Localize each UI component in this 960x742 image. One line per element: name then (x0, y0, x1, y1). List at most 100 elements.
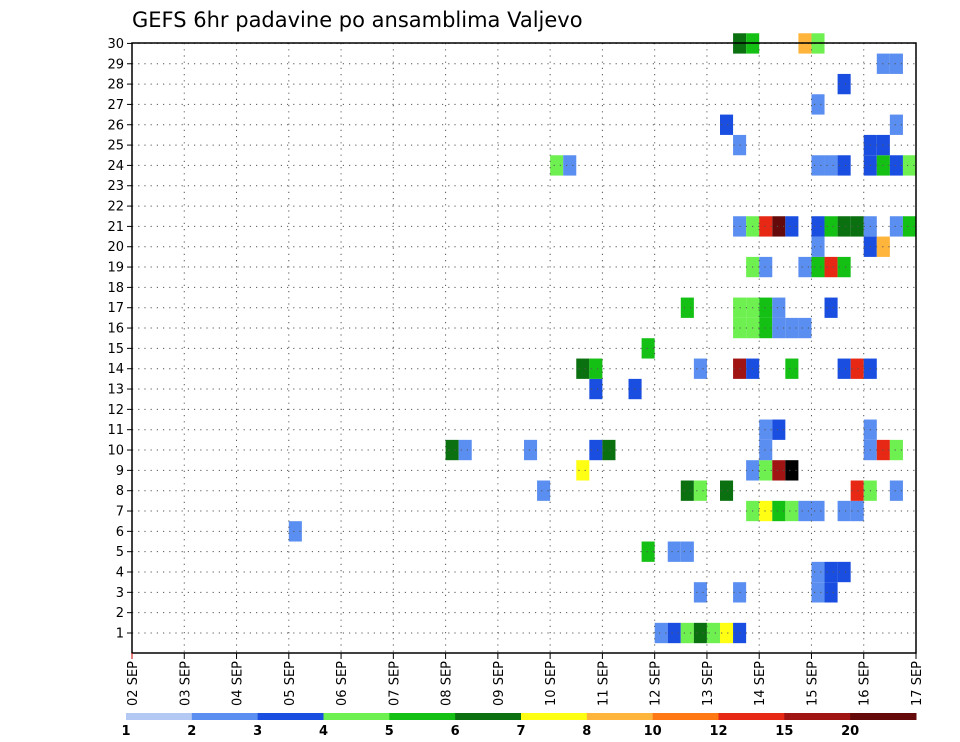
precip-cell (720, 114, 734, 135)
y-tick-label: 20 (107, 240, 124, 255)
y-tick-label: 21 (107, 220, 124, 235)
x-tick-label: 16 SEP (858, 661, 873, 706)
x-tick-label: 14 SEP (753, 661, 768, 706)
x-tick-label: 15 SEP (805, 661, 820, 706)
colorbar-label: 20 (841, 724, 859, 739)
precip-cell (785, 216, 799, 237)
colorbar-label: 3 (253, 724, 262, 739)
precip-cell (589, 358, 603, 379)
colorbar-label: 15 (775, 724, 793, 739)
precip-cell (759, 439, 773, 461)
precip-cell (680, 480, 694, 501)
x-tick-label: 02 SEP (126, 661, 141, 706)
y-tick-label: 28 (107, 78, 124, 93)
y-tick-label: 4 (116, 566, 124, 581)
precip-cell (680, 297, 694, 318)
colorbar-swatch (652, 713, 719, 720)
precip-cell (706, 622, 720, 644)
precip-cell (563, 155, 577, 176)
precip-cell (811, 236, 825, 257)
precip-cell (824, 256, 838, 278)
precip-cell (889, 53, 903, 74)
precip-cell (902, 216, 916, 237)
precip-cell (889, 155, 903, 176)
precip-cell (837, 155, 851, 176)
colorbar-label: 4 (319, 724, 328, 739)
colorbar-swatch (389, 713, 456, 720)
y-tick-label: 17 (107, 301, 124, 316)
precip-cell (837, 73, 851, 95)
plot-frame (131, 42, 917, 654)
y-tick-label: 23 (107, 179, 124, 194)
precip-cell (850, 480, 864, 501)
y-tick-label: 13 (107, 383, 124, 398)
precip-cell (288, 521, 302, 542)
colorbar-swatch (586, 713, 654, 720)
y-tick-label: 11 (107, 423, 124, 438)
chart-title: GEFS 6hr padavine po ansamblima Valjevo (132, 8, 583, 32)
precip-cell (772, 216, 786, 237)
colorbar-label: 12 (709, 724, 727, 739)
colorbar-label: 6 (451, 724, 460, 739)
x-tick-label: 13 SEP (701, 661, 716, 706)
precip-cell (589, 439, 603, 461)
y-tick-label: 8 (116, 484, 124, 499)
colorbar-swatch (126, 713, 193, 720)
precip-cell (720, 622, 734, 644)
precip-cell (837, 500, 851, 522)
y-tick-label: 25 (107, 139, 124, 154)
precip-cell (589, 378, 603, 400)
precip-cell (811, 561, 825, 583)
precip-cell (811, 256, 825, 278)
precip-cell (680, 622, 694, 644)
precip-cell (824, 155, 838, 176)
precip-cell (811, 582, 825, 603)
precip-cell (576, 460, 590, 481)
precip-cell (772, 317, 786, 339)
x-tick-label: 04 SEP (231, 661, 246, 706)
colorbar-label: 7 (516, 724, 525, 739)
precip-cell (759, 297, 773, 318)
precip-cell (798, 500, 812, 522)
precip-cell (889, 439, 903, 461)
precip-cell (850, 358, 864, 379)
x-tick-label: 11 SEP (596, 661, 611, 706)
precip-cell (759, 500, 773, 522)
precip-cell (667, 541, 681, 562)
y-tick-label: 19 (107, 261, 124, 276)
colorbar-swatch (323, 713, 390, 720)
y-tick-label: 26 (107, 118, 124, 133)
precip-cell (576, 358, 590, 379)
precip-cell (772, 419, 786, 440)
precip-cell (445, 439, 459, 461)
precip-cell (667, 622, 681, 644)
colorbar-swatch (455, 713, 522, 720)
precip-cell (785, 460, 799, 481)
precip-cell (550, 155, 564, 176)
y-tick-label: 27 (107, 98, 124, 113)
precip-cell (772, 460, 786, 481)
x-tick-label: 12 SEP (649, 661, 664, 706)
precip-cell (693, 358, 707, 379)
precip-cell (641, 338, 655, 359)
precip-cell (602, 439, 616, 461)
colorbar-label: 1 (121, 724, 130, 739)
y-tick-label: 14 (107, 362, 124, 377)
x-tick-label: 10 SEP (544, 661, 559, 706)
x-axis: 02 SEP 03 SEP 04 SEP 05 SEP 06 SEP 07 SEP 08 S… (126, 653, 925, 706)
y-tick-label: 1 (116, 627, 124, 642)
y-tick-label: 29 (107, 57, 124, 72)
precip-cell (850, 500, 864, 522)
precip-cell (889, 114, 903, 135)
colorbar-swatch (257, 713, 324, 720)
precip-cell (759, 317, 773, 339)
precip-cell (837, 561, 851, 583)
colorbar-label: 10 (644, 724, 662, 739)
precip-cell (680, 541, 694, 562)
precip-cell (837, 256, 851, 278)
x-tick-label: 08 SEP (440, 661, 455, 706)
precip-cell (889, 480, 903, 501)
colorbar-swatch (850, 713, 917, 720)
precip-cell (837, 358, 851, 379)
